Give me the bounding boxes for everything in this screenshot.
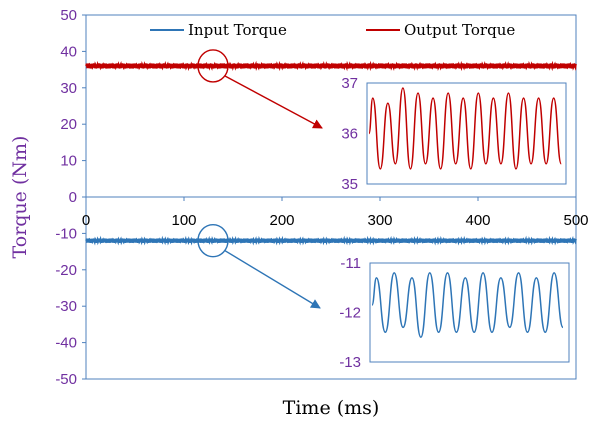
inset-input: -11 -12 -13 — [339, 255, 570, 371]
y-tick-label: -20 — [55, 262, 77, 279]
y-axis-title: Torque (Nm) — [9, 136, 31, 259]
inset-y-tick-label: 37 — [341, 75, 358, 92]
inset-y-tick-label: 35 — [341, 176, 358, 193]
y-tick-label: -10 — [55, 225, 77, 242]
inset-frame — [369, 262, 570, 363]
inset-series-line — [371, 272, 564, 339]
insets-group: 37 36 35 -11 -12 -13 — [339, 75, 570, 371]
input-zoom-arrow — [224, 250, 321, 309]
inset-y-tick-label: 36 — [341, 126, 358, 143]
series-line-output-torque — [85, 60, 577, 72]
x-tick-label: 400 — [465, 212, 490, 229]
series-line-input-torque — [85, 235, 577, 246]
legend: Input Torque Output Torque — [150, 21, 515, 39]
inset-y-tick-label: -11 — [340, 255, 361, 272]
inset-output: 37 36 35 — [341, 75, 567, 193]
output-zoom-arrow — [224, 75, 323, 129]
x-tick-label: 500 — [563, 212, 588, 229]
output-zoom-circle — [197, 49, 229, 83]
y-tick-label: 10 — [60, 153, 77, 170]
y-tick-label: -30 — [55, 298, 77, 315]
x-tick-label: 0 — [82, 212, 90, 229]
y-tick-label: -40 — [55, 335, 77, 352]
y-tick-label: 30 — [60, 80, 77, 97]
input-zoom-circle — [197, 223, 229, 258]
y-axis-ticks: 50 40 30 20 10 0 -10 -20 -30 -40 -50 — [55, 7, 86, 388]
y-tick-label: 0 — [69, 189, 77, 206]
inset-series-line — [368, 87, 562, 170]
y-tick-label: 50 — [60, 7, 77, 24]
legend-label: Input Torque — [188, 21, 287, 39]
inset-y-tick-label: -12 — [339, 305, 361, 322]
x-tick-label: 200 — [269, 212, 294, 229]
x-tick-label: 300 — [367, 212, 392, 229]
y-tick-label: 40 — [60, 43, 77, 60]
y-tick-label: -50 — [55, 371, 77, 388]
x-tick-label: 100 — [171, 212, 196, 229]
legend-label: Output Torque — [404, 21, 515, 39]
zoom-annotations — [197, 49, 323, 309]
x-axis-ticks: 0 100 200 300 400 500 — [82, 197, 589, 229]
x-axis-title: Time (ms) — [283, 397, 380, 419]
series-group — [85, 60, 577, 246]
y-tick-label: 20 — [60, 116, 77, 133]
inset-y-tick-label: -13 — [339, 354, 361, 371]
